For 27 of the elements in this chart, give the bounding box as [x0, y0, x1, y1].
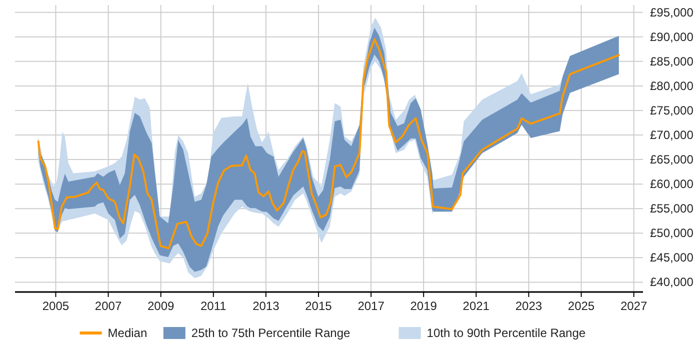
y-tick-label: £95,000	[650, 5, 694, 20]
y-tick-label: £80,000	[650, 78, 694, 93]
x-tick-label: 2027	[620, 299, 648, 313]
y-tick-label: £85,000	[650, 54, 694, 68]
legend-label: 10th to 90th Percentile Range	[426, 326, 586, 340]
y-tick-label: £60,000	[650, 177, 694, 192]
y-tick-label: £90,000	[650, 30, 694, 44]
y-tick-label: £65,000	[650, 152, 694, 167]
y-tick-label: £75,000	[650, 103, 694, 118]
y-tick-label: £55,000	[650, 202, 694, 216]
x-tick-label: 2015	[305, 299, 332, 313]
x-tick-label: 2017	[358, 299, 385, 313]
y-tick-label: £70,000	[650, 128, 694, 142]
x-tick-label: 2025	[568, 299, 595, 313]
x-tick-label: 2013	[252, 299, 280, 313]
x-tick-label: 2019	[410, 299, 438, 313]
legend-label: 25th to 75th Percentile Range	[191, 326, 351, 340]
y-tick-label: £45,000	[650, 250, 694, 265]
y-tick-label: £40,000	[650, 275, 694, 290]
x-tick-label: 2007	[94, 299, 122, 313]
x-tick-label: 2005	[42, 299, 70, 313]
x-tick-label: 2011	[200, 299, 227, 313]
y-tick-label: £50,000	[650, 226, 694, 240]
legend-label: Median	[108, 326, 148, 340]
x-tick-label: 2023	[515, 299, 542, 313]
x-tick-label: 2021	[462, 299, 490, 313]
x-tick-label: 2009	[147, 299, 175, 313]
